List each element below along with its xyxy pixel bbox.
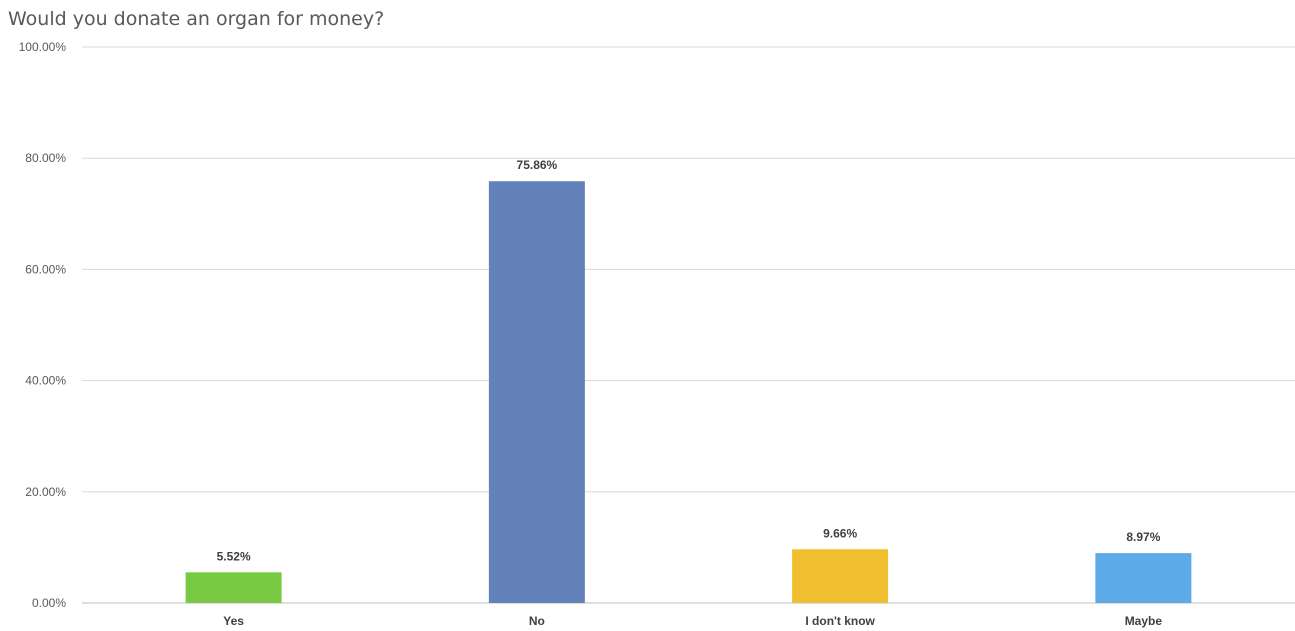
bar-yes: [185, 572, 282, 603]
x-category-label: Yes: [223, 614, 244, 628]
y-axis-tick-labels: 0.00% 20.00% 40.00% 60.00% 80.00% 100.00%: [19, 40, 67, 610]
x-axis-category-labels: Yes No I don't know Maybe: [223, 614, 1162, 628]
data-label: 9.66%: [823, 526, 857, 540]
data-label: 75.86%: [517, 158, 558, 172]
y-tick-label: 40.00%: [25, 374, 66, 388]
bar-no: [488, 181, 585, 604]
chart-title: Would you donate an organ for money?: [8, 8, 385, 30]
x-category-label: I don't know: [805, 614, 875, 628]
y-tick-label: 60.00%: [25, 262, 66, 276]
data-label: 5.52%: [217, 549, 251, 563]
y-tick-label: 100.00%: [19, 40, 67, 54]
x-category-label: No: [529, 614, 545, 628]
y-tick-label: 0.00%: [32, 596, 66, 610]
bar-maybe: [1095, 553, 1192, 603]
y-tick-label: 20.00%: [25, 485, 66, 499]
bars: [185, 181, 1192, 604]
data-labels: 5.52% 75.86% 9.66% 8.97%: [217, 158, 1161, 563]
data-label: 8.97%: [1126, 530, 1160, 544]
bar-i-don-t-know: [792, 549, 889, 603]
gridlines: [82, 46, 1295, 604]
y-tick-label: 80.00%: [25, 151, 66, 165]
x-category-label: Maybe: [1125, 614, 1163, 628]
